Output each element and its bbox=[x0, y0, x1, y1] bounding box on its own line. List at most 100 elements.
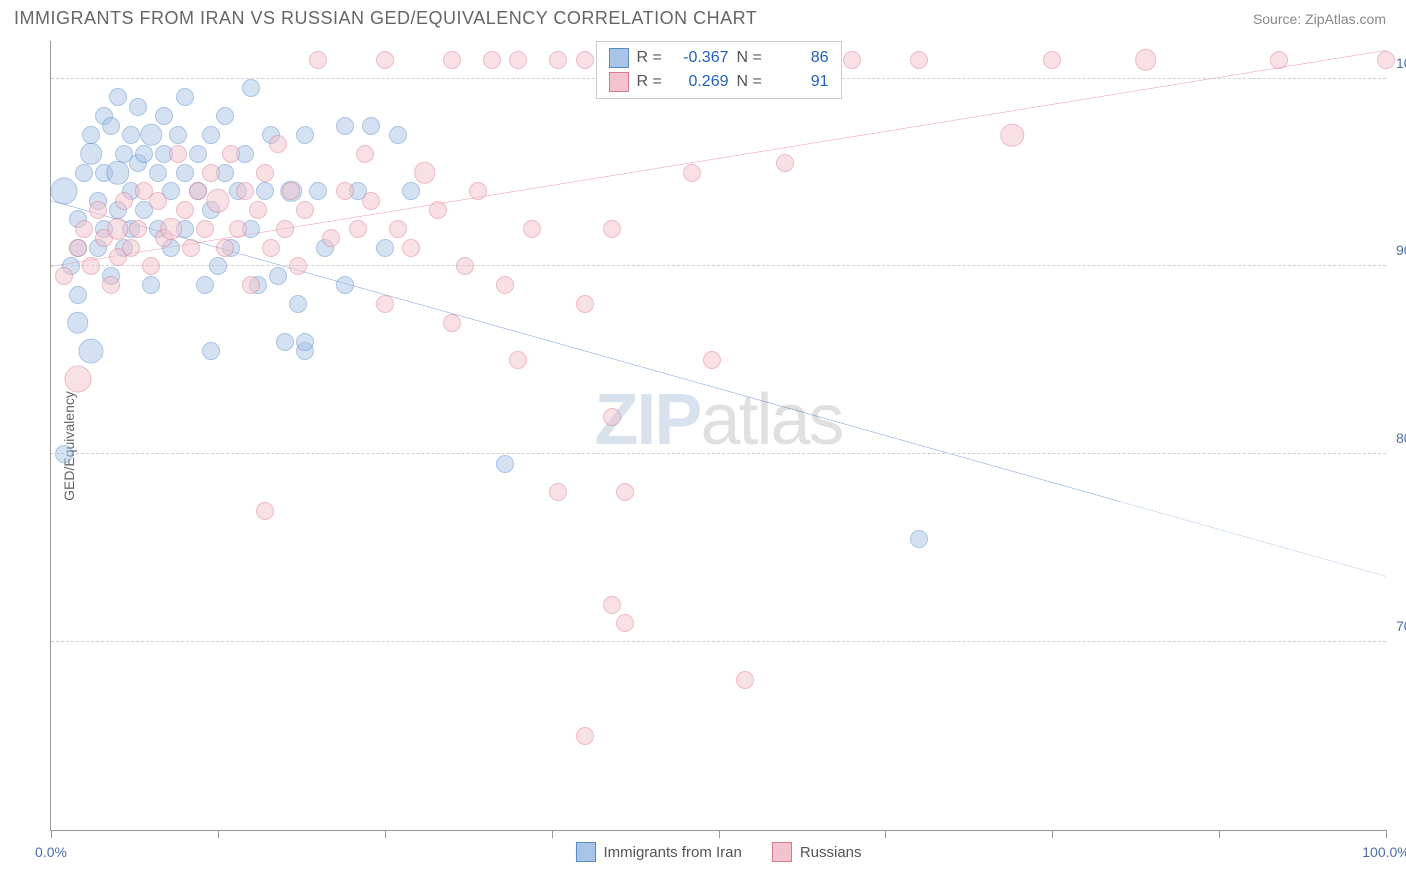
scatter-point bbox=[202, 126, 220, 144]
scatter-point bbox=[236, 182, 254, 200]
stats-r-label: R = bbox=[637, 73, 665, 91]
x-tick bbox=[1386, 830, 1387, 838]
scatter-point bbox=[236, 145, 254, 163]
scatter-point bbox=[249, 276, 267, 294]
scatter-point bbox=[182, 239, 200, 257]
x-tick bbox=[1052, 830, 1053, 838]
scatter-point bbox=[1270, 51, 1288, 69]
scatter-point bbox=[1000, 123, 1023, 146]
legend-item: Russians bbox=[772, 842, 862, 862]
scatter-point bbox=[276, 220, 294, 238]
gridline bbox=[51, 453, 1386, 454]
x-tick bbox=[385, 830, 386, 838]
scatter-point bbox=[616, 483, 634, 501]
scatter-point bbox=[509, 51, 527, 69]
scatter-point bbox=[122, 126, 140, 144]
scatter-point bbox=[122, 220, 140, 238]
x-tick bbox=[51, 830, 52, 838]
scatter-point bbox=[62, 257, 80, 275]
stats-r-value: -0.367 bbox=[673, 49, 729, 67]
scatter-point bbox=[69, 286, 87, 304]
scatter-point bbox=[269, 267, 287, 285]
scatter-point bbox=[523, 220, 541, 238]
scatter-point bbox=[469, 182, 487, 200]
scatter-point bbox=[142, 276, 160, 294]
y-tick-label: 80.0% bbox=[1396, 430, 1406, 446]
source-attribution: Source: ZipAtlas.com bbox=[1253, 11, 1386, 27]
scatter-point bbox=[276, 333, 294, 351]
scatter-point bbox=[1043, 51, 1061, 69]
scatter-point bbox=[67, 312, 89, 334]
watermark-atlas: atlas bbox=[700, 380, 842, 460]
scatter-point bbox=[336, 276, 354, 294]
scatter-point bbox=[443, 314, 461, 332]
legend-item: Immigrants from Iran bbox=[575, 842, 741, 862]
scatter-point bbox=[160, 218, 182, 240]
scatter-point bbox=[549, 51, 567, 69]
stats-swatch bbox=[609, 72, 629, 92]
scatter-point bbox=[249, 201, 267, 219]
scatter-point bbox=[349, 220, 367, 238]
scatter-point bbox=[496, 455, 514, 473]
scatter-point bbox=[206, 189, 229, 212]
scatter-point bbox=[289, 295, 307, 313]
scatter-point bbox=[316, 239, 334, 257]
legend-label: Russians bbox=[800, 844, 862, 861]
scatter-point bbox=[89, 239, 107, 257]
scatter-point bbox=[229, 220, 247, 238]
scatter-point bbox=[256, 502, 274, 520]
scatter-point bbox=[149, 220, 167, 238]
scatter-point bbox=[75, 220, 93, 238]
scatter-point bbox=[155, 107, 173, 125]
scatter-point bbox=[222, 239, 240, 257]
scatter-point bbox=[229, 182, 247, 200]
scatter-point bbox=[109, 88, 127, 106]
scatter-point bbox=[135, 145, 153, 163]
scatter-point bbox=[107, 218, 129, 240]
scatter-point bbox=[69, 239, 87, 257]
scatter-point bbox=[176, 88, 194, 106]
x-tick bbox=[885, 830, 886, 838]
scatter-point bbox=[603, 596, 621, 614]
scatter-point bbox=[222, 145, 240, 163]
trend-line bbox=[51, 201, 1119, 502]
y-tick-label: 70.0% bbox=[1396, 618, 1406, 634]
scatter-point bbox=[202, 201, 220, 219]
scatter-point bbox=[216, 239, 234, 257]
scatter-point bbox=[155, 229, 173, 247]
scatter-point bbox=[109, 248, 127, 266]
scatter-point bbox=[242, 220, 260, 238]
scatter-point bbox=[703, 351, 721, 369]
scatter-point bbox=[115, 145, 133, 163]
scatter-point bbox=[149, 164, 167, 182]
scatter-point bbox=[82, 126, 100, 144]
scatter-point bbox=[95, 220, 113, 238]
scatter-point bbox=[115, 239, 133, 257]
scatter-point bbox=[216, 164, 234, 182]
scatter-point bbox=[336, 117, 354, 135]
scatter-point bbox=[256, 164, 274, 182]
scatter-point bbox=[336, 182, 354, 200]
scatter-point bbox=[256, 182, 274, 200]
gridline bbox=[51, 641, 1386, 642]
scatter-point bbox=[102, 267, 120, 285]
scatter-point bbox=[736, 671, 754, 689]
scatter-point bbox=[202, 342, 220, 360]
stats-swatch bbox=[609, 48, 629, 68]
stats-r-value: 0.269 bbox=[673, 73, 729, 91]
scatter-point bbox=[376, 295, 394, 313]
scatter-point bbox=[456, 257, 474, 275]
scatter-point bbox=[149, 192, 167, 210]
scatter-point bbox=[69, 239, 87, 257]
scatter-point bbox=[176, 164, 194, 182]
scatter-point bbox=[216, 107, 234, 125]
watermark-zip: ZIP bbox=[594, 380, 700, 460]
stats-n-value: 91 bbox=[773, 73, 829, 91]
scatter-point bbox=[196, 276, 214, 294]
scatter-point bbox=[106, 161, 129, 184]
scatter-point bbox=[603, 408, 621, 426]
legend-swatch bbox=[575, 842, 595, 862]
scatter-point bbox=[509, 351, 527, 369]
scatter-point bbox=[162, 182, 180, 200]
scatter-point bbox=[95, 229, 113, 247]
